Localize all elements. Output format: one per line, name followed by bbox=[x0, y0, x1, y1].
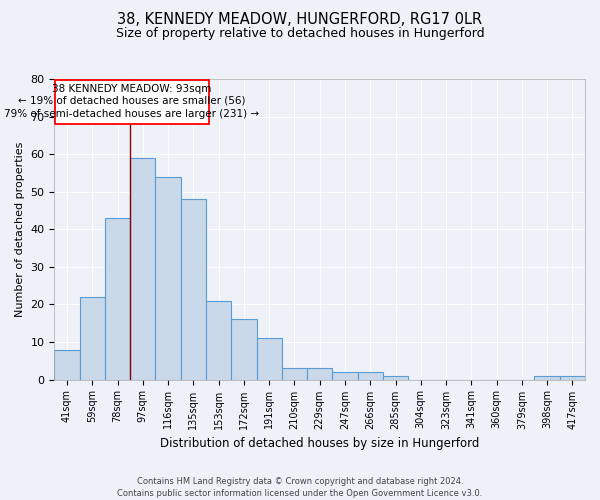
Bar bbox=[206, 300, 231, 380]
Y-axis label: Number of detached properties: Number of detached properties bbox=[15, 142, 25, 317]
Text: 79% of semi-detached houses are larger (231) →: 79% of semi-detached houses are larger (… bbox=[4, 108, 259, 118]
Text: ← 19% of detached houses are smaller (56): ← 19% of detached houses are smaller (56… bbox=[18, 96, 245, 106]
Bar bbox=[535, 376, 560, 380]
Text: 38, KENNEDY MEADOW, HUNGERFORD, RG17 0LR: 38, KENNEDY MEADOW, HUNGERFORD, RG17 0LR bbox=[118, 12, 482, 28]
Bar bbox=[181, 199, 206, 380]
Text: 38 KENNEDY MEADOW: 93sqm: 38 KENNEDY MEADOW: 93sqm bbox=[52, 84, 211, 94]
X-axis label: Distribution of detached houses by size in Hungerford: Distribution of detached houses by size … bbox=[160, 437, 479, 450]
Text: Contains HM Land Registry data © Crown copyright and database right 2024.: Contains HM Land Registry data © Crown c… bbox=[137, 477, 463, 486]
Bar bbox=[130, 158, 155, 380]
Bar bbox=[231, 320, 257, 380]
Bar bbox=[358, 372, 383, 380]
Bar bbox=[257, 338, 282, 380]
Text: Size of property relative to detached houses in Hungerford: Size of property relative to detached ho… bbox=[116, 28, 484, 40]
FancyBboxPatch shape bbox=[55, 80, 209, 124]
Bar bbox=[55, 350, 80, 380]
Bar bbox=[383, 376, 408, 380]
Bar bbox=[332, 372, 358, 380]
Bar bbox=[307, 368, 332, 380]
Bar bbox=[560, 376, 585, 380]
Bar bbox=[105, 218, 130, 380]
Bar bbox=[282, 368, 307, 380]
Bar bbox=[80, 297, 105, 380]
Bar bbox=[155, 176, 181, 380]
Text: Contains public sector information licensed under the Open Government Licence v3: Contains public sector information licen… bbox=[118, 488, 482, 498]
